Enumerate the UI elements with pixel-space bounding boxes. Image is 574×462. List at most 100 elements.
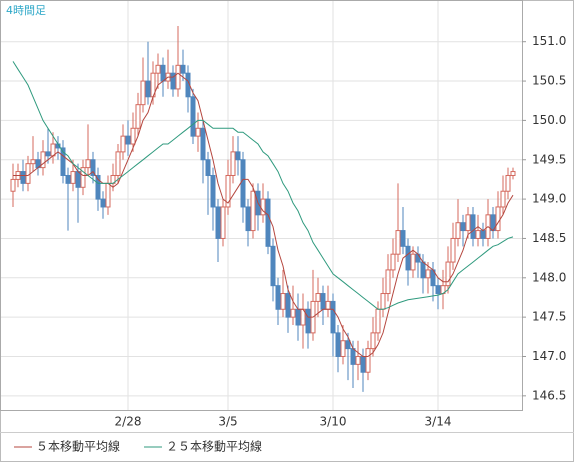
candle-body bbox=[350, 348, 356, 365]
candle-body bbox=[405, 245, 411, 271]
candle-body bbox=[10, 178, 16, 192]
candle-body bbox=[120, 135, 126, 153]
candle-body bbox=[385, 269, 391, 295]
candle-body bbox=[245, 206, 251, 232]
candle-body bbox=[415, 253, 421, 263]
candle-body bbox=[160, 64, 166, 82]
candle-body bbox=[40, 151, 46, 169]
candle-body bbox=[240, 159, 246, 208]
candle-body bbox=[50, 143, 56, 157]
candle-body bbox=[45, 151, 51, 157]
x-tick-label: 3/14 bbox=[425, 415, 452, 429]
candle-body bbox=[235, 151, 241, 161]
y-tick-label: 147.5 bbox=[532, 310, 566, 324]
candle-body bbox=[495, 206, 501, 232]
candle-body bbox=[360, 355, 366, 373]
candle-body bbox=[220, 206, 226, 239]
candle-body bbox=[190, 96, 196, 137]
candle-body bbox=[375, 308, 381, 334]
candle-body bbox=[340, 340, 346, 357]
candle-body bbox=[230, 151, 236, 176]
candle-body bbox=[450, 237, 456, 263]
candle-body bbox=[215, 206, 221, 239]
candle-body bbox=[75, 171, 81, 188]
candle-body bbox=[200, 127, 206, 161]
candle-body bbox=[65, 174, 71, 184]
candle-body bbox=[510, 171, 516, 176]
candle-body bbox=[320, 293, 326, 310]
candle-body bbox=[390, 253, 396, 271]
candle-body bbox=[380, 293, 386, 310]
y-tick-label: 146.5 bbox=[532, 388, 566, 402]
candle-body bbox=[305, 308, 311, 334]
candle-body bbox=[335, 332, 341, 357]
candle-body bbox=[455, 222, 461, 239]
candle-body bbox=[435, 285, 441, 295]
candle-body bbox=[395, 230, 401, 255]
y-tick-label: 149.0 bbox=[532, 192, 566, 206]
candle-body bbox=[25, 163, 31, 184]
legend-label: ２５本移動平均線 bbox=[166, 439, 262, 454]
candle-body bbox=[250, 190, 256, 232]
candle-body bbox=[425, 269, 431, 279]
candle-body bbox=[475, 230, 481, 239]
candle-body bbox=[295, 308, 301, 326]
moving-average-line bbox=[12, 61, 514, 310]
candle-body bbox=[370, 332, 376, 350]
candle-body bbox=[60, 147, 66, 176]
candle-body bbox=[325, 300, 331, 310]
candle-body bbox=[465, 214, 471, 232]
candle-body bbox=[85, 159, 91, 169]
candle-body bbox=[70, 171, 76, 184]
y-tick-label: 149.5 bbox=[532, 152, 566, 166]
candle-body bbox=[365, 348, 371, 373]
candle-body bbox=[285, 293, 291, 318]
candle-body bbox=[180, 64, 186, 74]
candle-body bbox=[20, 171, 26, 184]
candle-body bbox=[130, 127, 136, 145]
candle-body bbox=[505, 174, 511, 192]
candle-body bbox=[330, 300, 336, 334]
x-tick-label: 2/28 bbox=[115, 415, 142, 429]
candle-body bbox=[275, 285, 281, 310]
candle-body bbox=[445, 261, 451, 287]
candle-body bbox=[140, 80, 146, 106]
y-tick-label: 148.0 bbox=[532, 270, 566, 284]
candle-body bbox=[345, 340, 351, 350]
chart-title: 4時間足 bbox=[6, 4, 46, 17]
candle-body bbox=[270, 245, 276, 287]
candle-body bbox=[95, 174, 101, 200]
y-tick-label: 151.0 bbox=[532, 34, 566, 48]
candle-body bbox=[225, 174, 231, 208]
candle-body bbox=[115, 151, 121, 176]
x-tick-label: 3/10 bbox=[320, 415, 347, 429]
candle-body bbox=[210, 174, 216, 208]
candle-body bbox=[100, 198, 106, 208]
candle-body bbox=[90, 159, 96, 176]
candle-body bbox=[145, 80, 151, 98]
candle-body bbox=[470, 214, 476, 239]
candle-body bbox=[280, 293, 286, 310]
y-tick-label: 147.0 bbox=[532, 349, 566, 363]
candle-body bbox=[80, 167, 86, 188]
x-tick-label: 3/5 bbox=[218, 415, 237, 429]
moving-average-line bbox=[13, 72, 514, 357]
y-tick-label: 148.5 bbox=[532, 231, 566, 245]
candle-body bbox=[420, 261, 426, 279]
candle-body bbox=[195, 127, 201, 137]
legend-label: ５本移動平均線 bbox=[36, 439, 120, 454]
candle-body bbox=[30, 159, 36, 165]
y-tick-label: 150.0 bbox=[532, 113, 566, 127]
candle-body bbox=[265, 198, 271, 247]
candle-body bbox=[290, 308, 296, 318]
candle-body bbox=[500, 190, 506, 208]
candle-body bbox=[480, 230, 486, 239]
candle-body bbox=[460, 222, 466, 232]
candle-body bbox=[125, 135, 131, 145]
candle-body bbox=[175, 64, 181, 90]
candle-body bbox=[155, 64, 161, 74]
candle-body bbox=[315, 293, 321, 302]
candle-body bbox=[105, 182, 111, 208]
candle-body bbox=[400, 230, 406, 247]
